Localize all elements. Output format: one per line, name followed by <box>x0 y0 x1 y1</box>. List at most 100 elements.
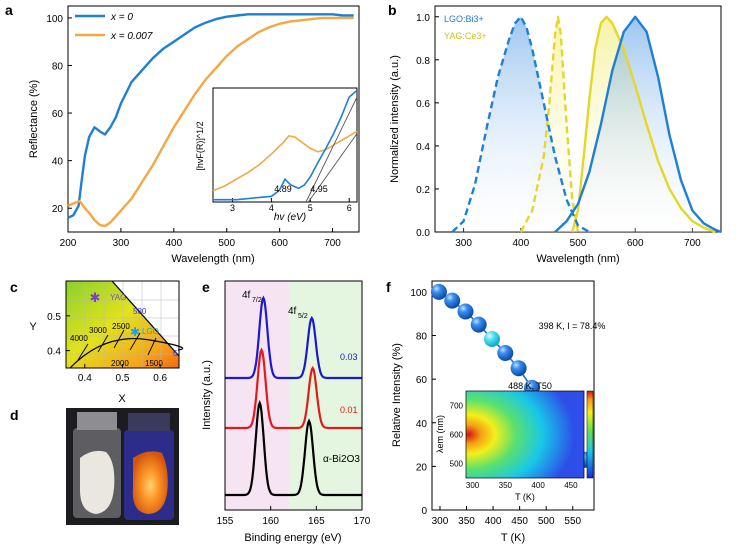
a-series-line-0 <box>67 13 354 219</box>
b-series-line-2 <box>519 15 580 233</box>
a-ytick-label: 60 <box>52 109 64 120</box>
c-ytick-label: 0.4 <box>47 347 61 358</box>
panel-e-label: e <box>202 279 210 295</box>
cct-label-2000: 2000 <box>111 359 129 368</box>
panel-f-ticks: 300 350 400 450 500 550 0 20 40 60 80 100 <box>410 288 581 527</box>
f-inset-xtick-label: 450 <box>564 481 578 490</box>
f-ytick-label: 0 <box>421 506 427 517</box>
panel-a-inset-series: 3 4 5 6 <box>212 89 358 213</box>
panel-e-series <box>225 295 362 497</box>
cct-label-2500: 2500 <box>112 322 130 331</box>
a-inset-xtick-label: 3 <box>230 203 235 213</box>
cie-grid <box>66 281 179 368</box>
b-xtick-label: 300 <box>455 238 472 249</box>
svg-text:7/2: 7/2 <box>252 297 262 304</box>
a-xtick-label: 400 <box>165 238 182 249</box>
f-xtick-label: 450 <box>511 516 528 527</box>
a-inset-tangent-489 <box>305 96 358 203</box>
panel-b-label: b <box>388 2 397 18</box>
panel-e-peak-label-1: 4f 7/2 <box>242 290 262 304</box>
f-xtick-label: 550 <box>564 516 581 527</box>
f-xtick-label: 500 <box>538 516 555 527</box>
b-ytick-label: 0.4 <box>416 142 430 153</box>
b-xtick-label: 400 <box>512 238 529 249</box>
panel-a-inset-ylabel: [hvF(R)]^1/2 <box>195 121 205 170</box>
panel-e-ticks: 155 160 165 170 <box>217 506 371 527</box>
b-xtick-label: 500 <box>570 238 587 249</box>
f-inset-ytick-label: 600 <box>450 431 464 440</box>
b-ytick-label: 0.8 <box>416 56 430 67</box>
panel-f-heatmap-frame <box>465 390 585 479</box>
f-xtick-label: 350 <box>458 516 475 527</box>
cct-isotherms <box>77 329 157 361</box>
cct-label-3000: 3000 <box>89 326 107 335</box>
b-ytick-label: 0.0 <box>416 228 430 239</box>
cie-label-yag: YAG <box>110 293 126 302</box>
f-ytick-label: 80 <box>416 332 428 343</box>
panel-e-series-label-bi2o3: α-Bi2O3 <box>323 454 360 465</box>
cct-label-4000: 4000 <box>70 334 88 343</box>
vial-left-cap <box>77 412 117 430</box>
f-inset-ytick-label: 700 <box>450 402 464 411</box>
panel-a-xlabel: Wavelength (nm) <box>171 253 254 265</box>
panel-e-series-label-003: 0.03 <box>340 352 358 362</box>
f-data-point <box>470 316 487 333</box>
vial-right-powder <box>132 451 168 514</box>
b-xtick-label: 700 <box>684 238 701 249</box>
e-xtick-label: 160 <box>262 516 279 527</box>
e-series-line-1 <box>225 347 362 430</box>
panel-c: c 4000 3000 2500 2000 1500 ✱ YAG 580 <box>10 279 184 405</box>
c-xtick-label: 0.4 <box>78 373 92 384</box>
b-series-fill-0 <box>452 16 590 232</box>
a-series-line-1 <box>67 16 354 228</box>
e-xtick-label: 170 <box>354 516 371 527</box>
svg-text:4f: 4f <box>288 306 297 317</box>
panel-f-heatmap <box>466 391 584 478</box>
panel-b-legend-yag: YAG:Ce3+ <box>444 31 487 41</box>
panel-f-frame <box>431 280 595 511</box>
panel-a-legend: x = 0 x = 0.007 <box>75 12 153 42</box>
panel-b: b 300 400 500 600 700 0.0 0.2 0.4 0.6 0.8 1.0 Wave… <box>388 2 722 265</box>
panel-f-inset-ticks: 300 350 400 450 500 600 700 <box>450 402 578 491</box>
b-ytick-label: 0.2 <box>416 185 430 196</box>
cie-gamut <box>66 281 179 368</box>
a-ytick-label: 80 <box>52 61 64 72</box>
panel-a-frame <box>67 5 360 233</box>
f-inset-ytick-label: 500 <box>450 460 464 469</box>
panel-f-inset-ylabel: λem (nm) <box>435 415 445 453</box>
a-ytick-label: 40 <box>52 157 64 168</box>
c-xtick-label: 0.6 <box>153 373 167 384</box>
panel-a-ticks: 200 300 400 500 600 700 20 40 60 80 100 <box>46 14 341 249</box>
panel-f-inset-xlabel: T (K) <box>515 492 535 502</box>
cie-star-lgo: ✱ <box>130 325 140 339</box>
a-ytick-label: 100 <box>46 14 63 25</box>
panel-e-peak-label-2: 4f 5/2 <box>288 306 308 320</box>
b-ytick-label: 0.6 <box>416 99 430 110</box>
f-inset-xtick-label: 400 <box>531 481 545 490</box>
panel-a-series <box>67 13 354 228</box>
f-data-point <box>457 303 474 320</box>
a-inset-xtick-label: 6 <box>347 203 352 213</box>
planckian-locus <box>69 337 184 369</box>
panel-b-series <box>451 15 722 234</box>
panel-b-ticks: 300 400 500 600 700 0.0 0.2 0.4 0.6 0.8 1.0 <box>416 13 701 249</box>
panel-e: e 155 160 165 170 Binding energy (eV) Inten… <box>201 279 371 544</box>
panel-c-ticks: 0.4 0.5 0.6 0.4 0.5 <box>47 312 167 384</box>
cie-label-6: 6 <box>173 349 178 358</box>
c-xtick-label: 0.5 <box>116 373 130 384</box>
panel-b-xlabel: Wavelength (nm) <box>536 253 619 265</box>
f-inset-xtick-label: 300 <box>466 481 480 490</box>
f-ytick-label: 100 <box>410 288 427 299</box>
panel-a-inset-annot-495: 4.95 <box>310 184 328 194</box>
legend-label-x0: x = 0 <box>110 12 133 23</box>
panel-a-label: a <box>5 2 13 18</box>
panel-e-background <box>225 281 362 510</box>
a-xtick-label: 500 <box>218 238 235 249</box>
e-xtick-label: 165 <box>308 516 325 527</box>
panel-d: d <box>10 407 179 525</box>
panel-b-legend-lgo: LGO:Bi3+ <box>444 14 484 24</box>
f-inset-xtick-label: 350 <box>499 481 513 490</box>
panel-e-series-label-001: 0.01 <box>340 405 358 415</box>
e-series-line-2 <box>225 399 362 497</box>
